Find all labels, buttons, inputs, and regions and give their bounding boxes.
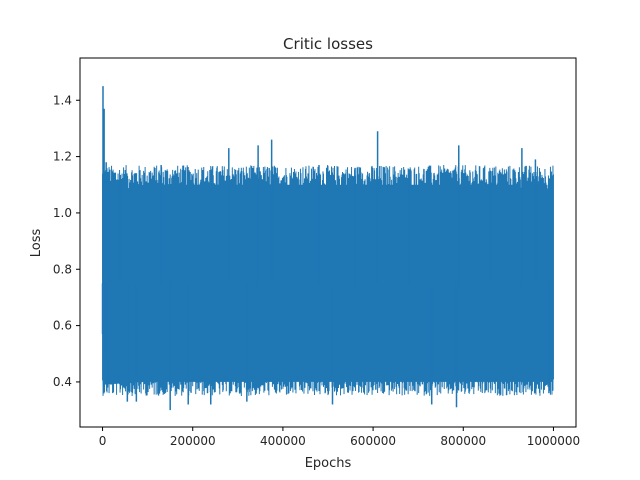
loss-series-line [102,165,554,396]
chart-title: Critic losses [283,35,373,53]
x-tick-label: 400000 [260,434,306,448]
y-tick-label: 1.2 [53,150,72,164]
y-tick-label: 1.0 [53,206,72,220]
x-axis-ticks: 0 200000 400000 600000 800000 1000000 [99,427,580,448]
x-tick-label: 0 [99,434,107,448]
y-axis-label: Loss [29,229,44,258]
x-axis-label: Epochs [305,456,352,471]
y-tick-label: 1.4 [53,93,72,107]
x-tick-label: 800000 [440,434,486,448]
x-tick-label: 600000 [350,434,396,448]
x-tick-label: 1000000 [527,434,580,448]
y-axis-ticks: 0.4 0.6 0.8 1.0 1.2 1.4 [53,93,80,389]
x-tick-label: 200000 [170,434,216,448]
y-tick-label: 0.6 [53,319,72,333]
y-tick-label: 0.8 [53,262,72,276]
y-tick-label: 0.4 [53,375,72,389]
plot-area [101,86,554,411]
axes-frame [79,57,577,428]
